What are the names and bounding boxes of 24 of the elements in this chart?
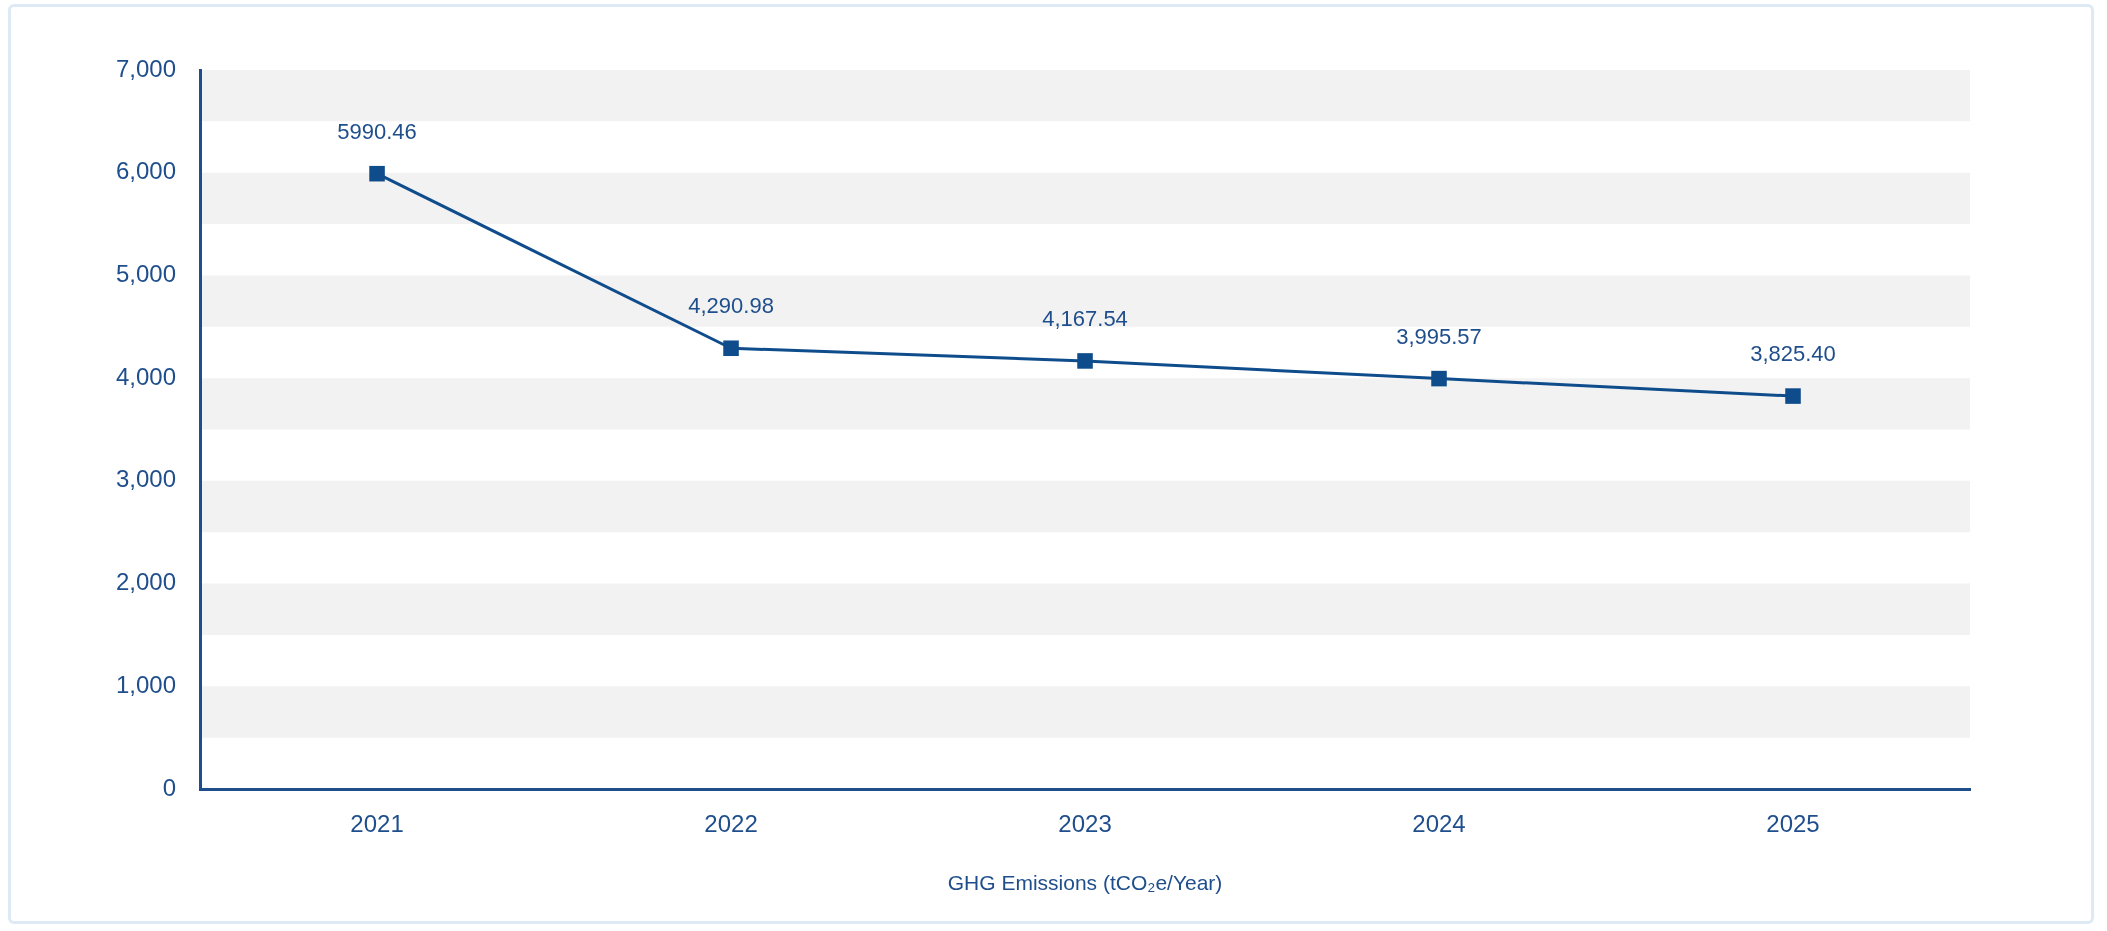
y-tick-label: 4,000 xyxy=(116,362,177,390)
x-tick-label: 2024 xyxy=(1412,810,1466,838)
x-tick-label: 2025 xyxy=(1766,810,1820,838)
y-tick-label: 7,000 xyxy=(116,54,177,82)
text: 3,995.57 xyxy=(1396,323,1482,349)
text: 5990.46 xyxy=(337,118,417,144)
y-tick-label: 1,000 xyxy=(116,670,177,698)
y-tick-label: 0 xyxy=(162,773,177,801)
point xyxy=(369,165,385,182)
y-tick-label: 6,000 xyxy=(116,157,177,185)
point xyxy=(1431,370,1447,387)
point xyxy=(1077,353,1093,369)
x-tick-label: 2023 xyxy=(1058,810,1112,838)
y-tick-label: 2,000 xyxy=(116,568,177,596)
y-tick-label: 3,000 xyxy=(116,465,177,493)
text: 3,825.40 xyxy=(1750,341,1836,367)
point xyxy=(1785,388,1801,404)
x-axis-title: GHG Emissions (tCO₂e/Year) xyxy=(947,871,1223,895)
y-tick-label: 5,000 xyxy=(116,260,177,288)
point xyxy=(723,340,739,357)
x-tick-label: 2021 xyxy=(350,810,404,838)
x-tick-label: 2022 xyxy=(704,810,758,838)
text: 4,167.54 xyxy=(1042,306,1128,331)
text: 4,290.98 xyxy=(688,293,774,319)
